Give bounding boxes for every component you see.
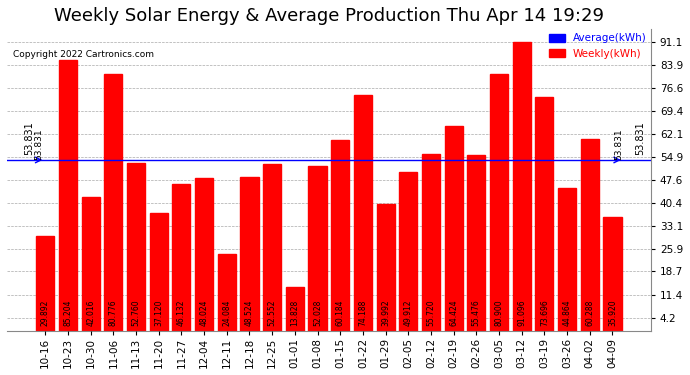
Text: 52.760: 52.760: [132, 300, 141, 326]
Text: 52.028: 52.028: [313, 300, 322, 326]
Text: 73.696: 73.696: [540, 299, 549, 326]
Text: 49.912: 49.912: [404, 300, 413, 326]
Text: 60.184: 60.184: [336, 300, 345, 326]
Text: 37.120: 37.120: [154, 300, 164, 326]
Text: 52.552: 52.552: [268, 300, 277, 326]
Text: 53.831: 53.831: [24, 122, 34, 155]
Text: 53.831: 53.831: [635, 122, 645, 155]
Text: 91.096: 91.096: [518, 300, 526, 326]
Bar: [36, 236, 55, 331]
Text: 48.524: 48.524: [245, 300, 254, 326]
Bar: [603, 217, 622, 331]
Text: 48.024: 48.024: [199, 300, 208, 326]
Title: Weekly Solar Energy & Average Production Thu Apr 14 19:29: Weekly Solar Energy & Average Production…: [54, 7, 604, 25]
Text: 80.776: 80.776: [109, 300, 118, 326]
Text: 13.828: 13.828: [290, 300, 299, 326]
Text: 53.831: 53.831: [34, 128, 43, 160]
Text: 35.920: 35.920: [608, 300, 617, 326]
Bar: [331, 140, 349, 331]
Bar: [535, 97, 553, 331]
Bar: [354, 95, 372, 331]
Text: 53.831: 53.831: [615, 128, 624, 160]
Bar: [308, 166, 326, 331]
Bar: [263, 164, 282, 331]
Bar: [581, 140, 599, 331]
Text: 55.720: 55.720: [426, 300, 435, 326]
Bar: [104, 74, 122, 331]
Bar: [195, 178, 213, 331]
Bar: [422, 154, 440, 331]
Text: 85.204: 85.204: [63, 300, 72, 326]
Text: 55.476: 55.476: [472, 299, 481, 326]
Bar: [127, 164, 145, 331]
Bar: [286, 287, 304, 331]
Bar: [467, 155, 485, 331]
Bar: [150, 213, 168, 331]
Bar: [490, 74, 508, 331]
Bar: [377, 204, 395, 331]
Text: 39.992: 39.992: [381, 300, 390, 326]
Legend: Average(kWh), Weekly(kWh): Average(kWh), Weekly(kWh): [544, 29, 651, 63]
Text: 80.900: 80.900: [495, 300, 504, 326]
Text: 46.132: 46.132: [177, 300, 186, 326]
Text: 60.288: 60.288: [585, 300, 594, 326]
Bar: [400, 172, 417, 331]
Bar: [59, 60, 77, 331]
Bar: [444, 126, 463, 331]
Bar: [513, 42, 531, 331]
Bar: [81, 198, 100, 331]
Bar: [218, 254, 236, 331]
Text: Copyright 2022 Cartronics.com: Copyright 2022 Cartronics.com: [13, 50, 155, 59]
Text: 64.424: 64.424: [449, 300, 458, 326]
Bar: [172, 184, 190, 331]
Bar: [558, 189, 576, 331]
Text: 42.016: 42.016: [86, 300, 95, 326]
Text: 44.864: 44.864: [562, 300, 571, 326]
Text: 29.892: 29.892: [41, 300, 50, 326]
Text: 74.188: 74.188: [358, 300, 367, 326]
Bar: [240, 177, 259, 331]
Text: 24.084: 24.084: [222, 300, 231, 326]
